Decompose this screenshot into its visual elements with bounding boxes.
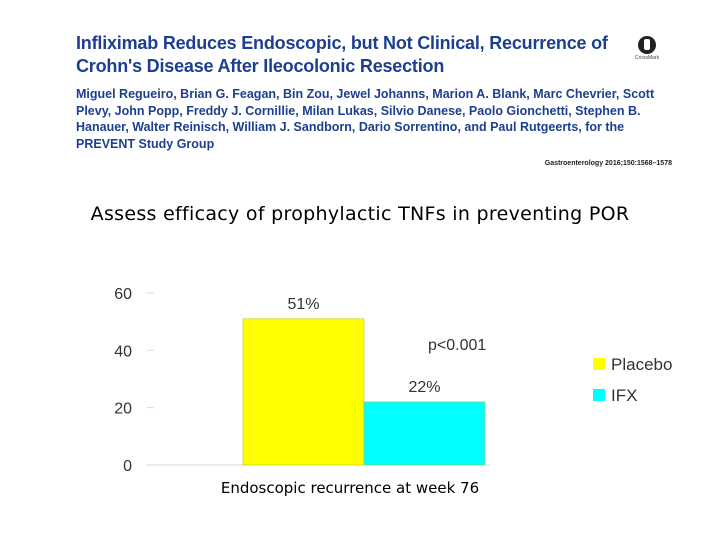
- legend-label-ifx: IFX: [611, 386, 637, 405]
- data-label-ifx: 22%: [408, 379, 440, 396]
- journal-citation: Gastroenterology 2016;150:1568–1578: [544, 160, 672, 167]
- y-tick-label: 40: [114, 343, 132, 360]
- paper-authors: Miguel Regueiro, Brian G. Feagan, Bin Zo…: [76, 87, 655, 151]
- x-axis-label: Endoscopic recurrence at week 76: [220, 479, 480, 497]
- paper-header: Infliximab Reduces Endoscopic, but Not C…: [76, 30, 676, 172]
- crossmark-logo: CrossMark: [632, 36, 662, 61]
- crossmark-label: CrossMark: [634, 55, 660, 61]
- legend-swatch-ifx: [593, 389, 605, 401]
- crossmark-icon: [638, 36, 656, 54]
- paper-title: Infliximab Reduces Endoscopic, but Not C…: [76, 33, 608, 76]
- bar-ifx: [363, 401, 486, 466]
- legend-label-placebo: Placebo: [611, 355, 672, 374]
- y-tick-label: 20: [114, 401, 132, 418]
- p-value-annotation: p<0.001: [428, 337, 486, 354]
- bar-placebo: [242, 318, 365, 466]
- slide-aim-text: Assess efficacy of prophylactic TNFs in …: [90, 203, 630, 225]
- legend-swatch-placebo: [593, 358, 605, 370]
- y-tick-label: 0: [123, 458, 132, 475]
- data-label-placebo: 51%: [287, 296, 319, 313]
- y-tick-label: 60: [114, 286, 132, 303]
